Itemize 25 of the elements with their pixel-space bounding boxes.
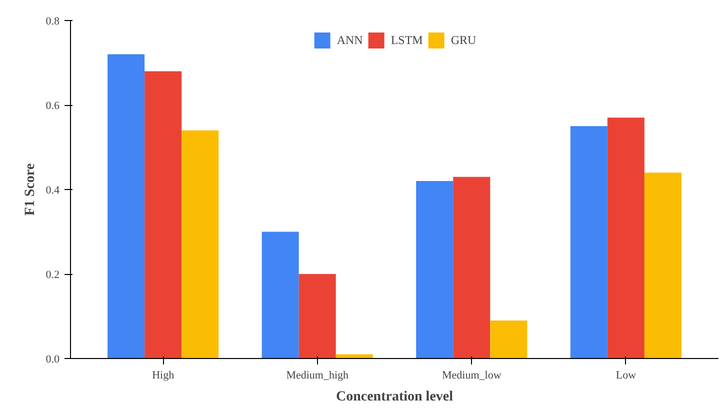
bar	[490, 320, 528, 358]
y-tick-label: 0.4	[46, 184, 60, 196]
bar	[298, 274, 336, 358]
y-tick-label: 0.8	[46, 16, 60, 28]
bar	[416, 181, 454, 358]
x-tick-label: Low	[616, 370, 636, 382]
bar	[262, 232, 299, 358]
legend-label: ANN	[336, 32, 363, 48]
y-tick-label: 0.6	[46, 100, 60, 112]
bar	[144, 71, 182, 358]
bar	[570, 126, 608, 358]
legend-label: LSTM	[390, 32, 423, 48]
x-tick-label: High	[152, 370, 175, 382]
y-tick-label: 0.2	[46, 269, 60, 281]
y-axis-title: F1 Score	[22, 163, 38, 216]
bar	[453, 176, 490, 358]
x-tick-label: Medium_high	[286, 370, 350, 382]
bar	[182, 130, 219, 358]
y-tick-label: 0.0	[46, 354, 60, 366]
x-tick-label: Medium_low	[442, 370, 502, 382]
legend-label: GRU	[450, 32, 476, 48]
x-axis-title: Concentration level	[336, 390, 454, 404]
bar	[644, 172, 682, 358]
bar	[607, 118, 644, 358]
bar	[108, 54, 145, 358]
